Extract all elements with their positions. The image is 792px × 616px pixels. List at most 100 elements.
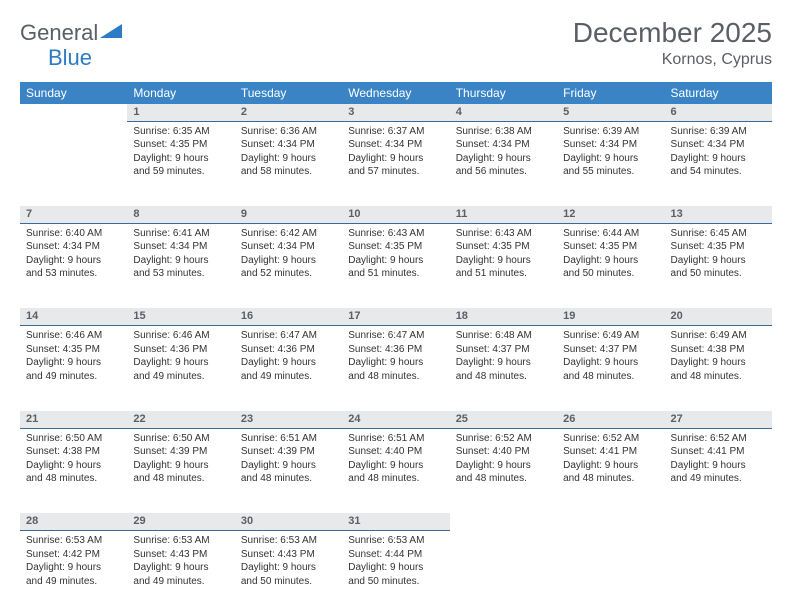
day-cell: Sunrise: 6:48 AMSunset: 4:37 PMDaylight:…: [450, 326, 557, 411]
daylight-text-2: and 51 minutes.: [456, 267, 551, 281]
sunrise-text: Sunrise: 6:42 AM: [241, 227, 336, 241]
day-number-row: 28293031: [20, 513, 772, 530]
day-number-cell: 21: [20, 411, 127, 428]
daylight-text-1: Daylight: 9 hours: [348, 459, 443, 473]
day-cell: Sunrise: 6:38 AMSunset: 4:34 PMDaylight:…: [450, 121, 557, 206]
day-number-cell: [450, 513, 557, 530]
day-number-cell: [665, 513, 772, 530]
daylight-text-1: Daylight: 9 hours: [241, 459, 336, 473]
sunrise-text: Sunrise: 6:40 AM: [26, 227, 121, 241]
day-cell: Sunrise: 6:35 AMSunset: 4:35 PMDaylight:…: [127, 121, 234, 206]
sunrise-text: Sunrise: 6:46 AM: [26, 329, 121, 343]
sunrise-text: Sunrise: 6:47 AM: [348, 329, 443, 343]
day-number-cell: 5: [557, 104, 664, 121]
weekday-header: Tuesday: [235, 82, 342, 104]
daylight-text-2: and 48 minutes.: [456, 370, 551, 384]
sunset-text: Sunset: 4:36 PM: [348, 343, 443, 357]
day-cell: Sunrise: 6:40 AMSunset: 4:34 PMDaylight:…: [20, 223, 127, 308]
daylight-text-1: Daylight: 9 hours: [671, 356, 766, 370]
sunrise-text: Sunrise: 6:49 AM: [671, 329, 766, 343]
day-cell: Sunrise: 6:52 AMSunset: 4:41 PMDaylight:…: [665, 428, 772, 513]
sunset-text: Sunset: 4:43 PM: [241, 548, 336, 562]
day-number-row: 78910111213: [20, 206, 772, 223]
day-number-cell: 22: [127, 411, 234, 428]
day-cell: Sunrise: 6:50 AMSunset: 4:38 PMDaylight:…: [20, 428, 127, 513]
sunset-text: Sunset: 4:39 PM: [241, 445, 336, 459]
daylight-text-1: Daylight: 9 hours: [133, 152, 228, 166]
sunrise-text: Sunrise: 6:35 AM: [133, 125, 228, 139]
day-number-cell: 11: [450, 206, 557, 223]
day-cell: Sunrise: 6:53 AMSunset: 4:43 PMDaylight:…: [127, 531, 234, 616]
week-body-row: Sunrise: 6:46 AMSunset: 4:35 PMDaylight:…: [20, 326, 772, 411]
sunset-text: Sunset: 4:42 PM: [26, 548, 121, 562]
day-cell: Sunrise: 6:53 AMSunset: 4:43 PMDaylight:…: [235, 531, 342, 616]
day-number-cell: 2: [235, 104, 342, 121]
daylight-text-2: and 54 minutes.: [671, 165, 766, 179]
daylight-text-1: Daylight: 9 hours: [671, 254, 766, 268]
day-cell: Sunrise: 6:53 AMSunset: 4:42 PMDaylight:…: [20, 531, 127, 616]
sunrise-text: Sunrise: 6:45 AM: [671, 227, 766, 241]
sunset-text: Sunset: 4:34 PM: [671, 138, 766, 152]
day-number-cell: 12: [557, 206, 664, 223]
weekday-header: Saturday: [665, 82, 772, 104]
day-number-cell: 27: [665, 411, 772, 428]
weekday-header-row: Sunday Monday Tuesday Wednesday Thursday…: [20, 82, 772, 104]
triangle-icon: [100, 22, 122, 43]
logo-text-part1: General: [20, 22, 98, 44]
day-cell: Sunrise: 6:41 AMSunset: 4:34 PMDaylight:…: [127, 223, 234, 308]
day-cell: Sunrise: 6:49 AMSunset: 4:37 PMDaylight:…: [557, 326, 664, 411]
daylight-text-1: Daylight: 9 hours: [26, 356, 121, 370]
daylight-text-1: Daylight: 9 hours: [563, 356, 658, 370]
sunset-text: Sunset: 4:40 PM: [348, 445, 443, 459]
daylight-text-2: and 52 minutes.: [241, 267, 336, 281]
day-number-cell: 14: [20, 308, 127, 325]
daylight-text-2: and 48 minutes.: [241, 472, 336, 486]
logo: General: [20, 22, 122, 44]
day-number-cell: 24: [342, 411, 449, 428]
sunrise-text: Sunrise: 6:48 AM: [456, 329, 551, 343]
sunset-text: Sunset: 4:34 PM: [241, 240, 336, 254]
daylight-text-1: Daylight: 9 hours: [348, 254, 443, 268]
daylight-text-1: Daylight: 9 hours: [26, 561, 121, 575]
daylight-text-1: Daylight: 9 hours: [26, 254, 121, 268]
daylight-text-2: and 58 minutes.: [241, 165, 336, 179]
sunrise-text: Sunrise: 6:41 AM: [133, 227, 228, 241]
daylight-text-2: and 50 minutes.: [241, 575, 336, 589]
month-title: December 2025: [573, 18, 772, 49]
day-cell: Sunrise: 6:42 AMSunset: 4:34 PMDaylight:…: [235, 223, 342, 308]
day-number-cell: 13: [665, 206, 772, 223]
sunset-text: Sunset: 4:39 PM: [133, 445, 228, 459]
day-cell: Sunrise: 6:43 AMSunset: 4:35 PMDaylight:…: [342, 223, 449, 308]
day-cell: Sunrise: 6:46 AMSunset: 4:35 PMDaylight:…: [20, 326, 127, 411]
sunrise-text: Sunrise: 6:39 AM: [671, 125, 766, 139]
sunrise-text: Sunrise: 6:53 AM: [348, 534, 443, 548]
daylight-text-2: and 49 minutes.: [671, 472, 766, 486]
daylight-text-2: and 59 minutes.: [133, 165, 228, 179]
week-body-row: Sunrise: 6:40 AMSunset: 4:34 PMDaylight:…: [20, 223, 772, 308]
daylight-text-2: and 48 minutes.: [563, 370, 658, 384]
day-cell: Sunrise: 6:36 AMSunset: 4:34 PMDaylight:…: [235, 121, 342, 206]
day-cell: [20, 121, 127, 206]
daylight-text-1: Daylight: 9 hours: [133, 459, 228, 473]
daylight-text-1: Daylight: 9 hours: [241, 152, 336, 166]
title-block: December 2025 Kornos, Cyprus: [573, 18, 772, 69]
day-number-cell: 7: [20, 206, 127, 223]
day-number-row: 14151617181920: [20, 308, 772, 325]
sunset-text: Sunset: 4:34 PM: [26, 240, 121, 254]
week-body-row: Sunrise: 6:53 AM Sunset: 4:42 PMDaylight:…: [20, 531, 772, 616]
sunset-text: Sunset: 4:35 PM: [26, 343, 121, 357]
sunset-text: Sunset: 4:34 PM: [348, 138, 443, 152]
sunset-text: Sunset: 4:35 PM: [133, 138, 228, 152]
day-number-cell: 6: [665, 104, 772, 121]
day-number-cell: [557, 513, 664, 530]
daylight-text-2: and 48 minutes.: [671, 370, 766, 384]
day-number-cell: 25: [450, 411, 557, 428]
daylight-text-2: and 48 minutes.: [563, 472, 658, 486]
daylight-text-1: Daylight: 9 hours: [456, 152, 551, 166]
sunrise-text: Sunrise: 6:52 AM: [671, 432, 766, 446]
daylight-text-1: Daylight: 9 hours: [671, 152, 766, 166]
sunset-text: Sunset: 4:43 PM: [133, 548, 228, 562]
sunset-text: Sunset: 4:35 PM: [563, 240, 658, 254]
day-number-cell: 29: [127, 513, 234, 530]
weekday-header: Friday: [557, 82, 664, 104]
